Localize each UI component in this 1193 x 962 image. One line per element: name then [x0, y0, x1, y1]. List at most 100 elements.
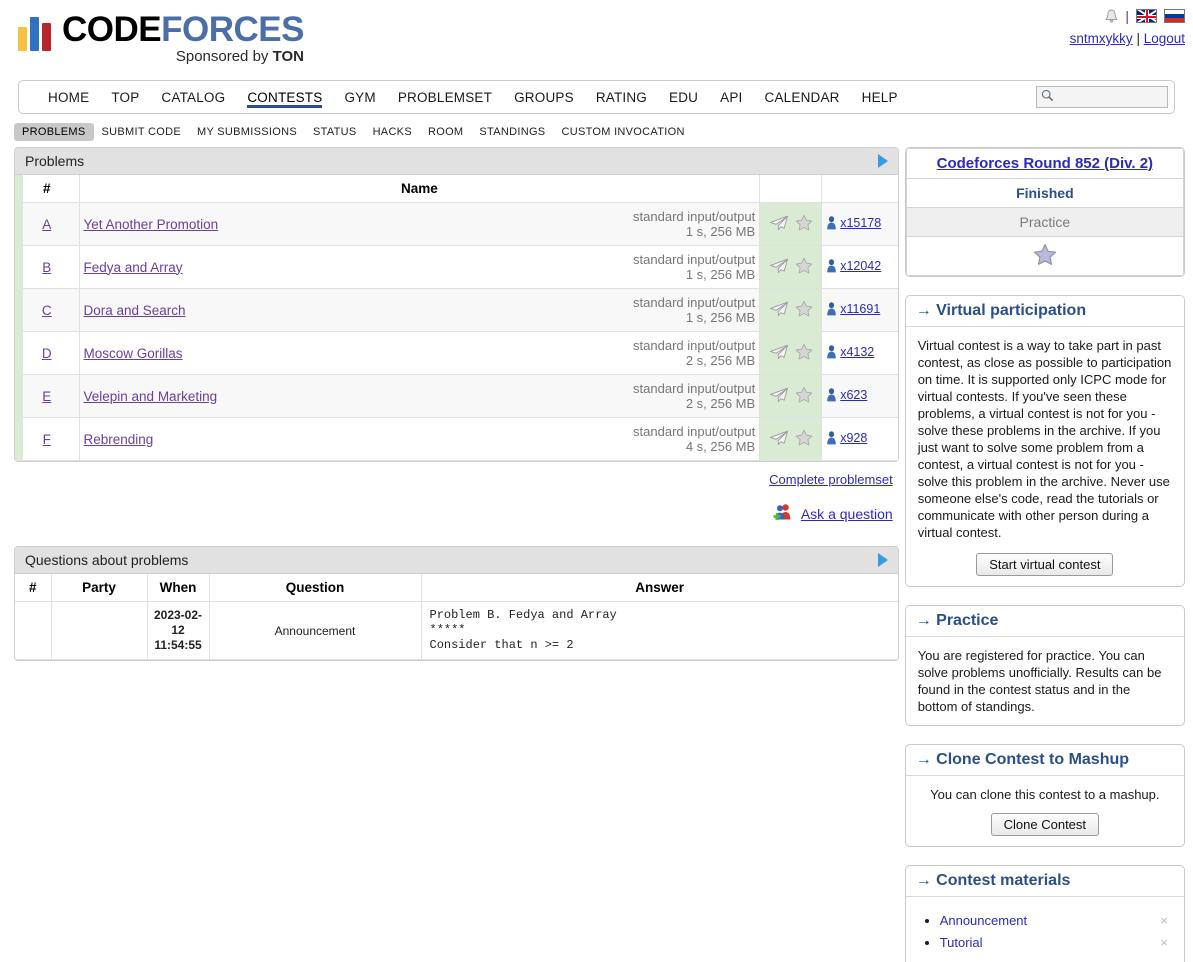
problem-row[interactable]: E Velepin and Marketing standard input/out… — [15, 374, 898, 418]
problem-index-cell[interactable]: F — [15, 417, 80, 461]
start-virtual-contest-button[interactable]: Start virtual contest — [976, 553, 1114, 576]
contest-name-link[interactable]: Codeforces Round 852 (Div. 2) — [936, 155, 1154, 172]
problem-solved-cell[interactable]: x11691 — [821, 288, 898, 332]
favourite-star-icon[interactable] — [795, 214, 813, 234]
problem-name-cell[interactable]: Rebrending — [78, 417, 630, 461]
solved-count-link[interactable]: x623 — [840, 388, 868, 403]
problem-index-cell[interactable]: C — [15, 288, 80, 332]
problem-row[interactable]: B Fedya and Array standard input/output 1 s… — [15, 245, 898, 289]
subtab-hacks[interactable]: HACKS — [372, 126, 412, 138]
nav-item-gym[interactable]: GYM — [344, 89, 376, 105]
problem-solved-cell[interactable]: x4132 — [821, 331, 898, 375]
solved-count-link[interactable]: x12042 — [840, 259, 882, 274]
problem-index-link[interactable]: F — [42, 431, 51, 447]
favourite-star-icon[interactable] — [795, 300, 813, 320]
problem-index-link[interactable]: A — [42, 216, 52, 232]
submit-paper-plane-icon[interactable] — [769, 387, 789, 406]
remove-material-icon[interactable]: × — [1160, 935, 1168, 950]
problem-index-cell[interactable]: D — [15, 331, 80, 375]
subtab-room[interactable]: ROOM — [427, 126, 464, 138]
questions-collapse-toggle-icon[interactable] — [877, 553, 888, 567]
search-box[interactable] — [1036, 86, 1168, 108]
material-link[interactable]: Tutorial — [939, 935, 983, 950]
russia-flag-icon[interactable] — [1164, 9, 1185, 23]
problem-index-link[interactable]: C — [41, 302, 52, 318]
nav-item-calendar[interactable]: CALENDAR — [764, 89, 840, 105]
complete-problemset-link[interactable]: Complete problemset — [769, 472, 893, 487]
nav-item-top[interactable]: TOP — [111, 89, 140, 105]
solved-count-link[interactable]: x4132 — [840, 345, 875, 360]
favourite-star-icon[interactable] — [795, 257, 813, 277]
submit-paper-plane-icon[interactable] — [769, 301, 789, 320]
solved-count-link[interactable]: x15178 — [840, 216, 882, 231]
problem-name-cell[interactable]: Fedya and Array — [78, 245, 630, 289]
problem-row[interactable]: F Rebrending standard input/output 4 s, 256… — [15, 417, 898, 461]
star-icon[interactable] — [1033, 244, 1057, 269]
submit-paper-plane-icon[interactable] — [769, 430, 789, 449]
remove-material-icon[interactable]: × — [1160, 913, 1168, 928]
uk-flag-icon[interactable] — [1136, 9, 1157, 23]
solved-count-link[interactable]: x928 — [840, 431, 868, 446]
nav-item-edu[interactable]: EDU — [669, 89, 699, 105]
problem-actions-cell[interactable] — [759, 374, 823, 418]
nav-item-groups[interactable]: GROUPS — [514, 89, 574, 105]
problem-name-link[interactable]: Dora and Search — [83, 302, 186, 318]
subtab-submit-code[interactable]: SUBMIT CODE — [101, 126, 182, 138]
nav-item-api[interactable]: API — [720, 89, 743, 105]
collapse-toggle-icon[interactable] — [877, 154, 888, 168]
submit-paper-plane-icon[interactable] — [769, 344, 789, 363]
nav-item-help[interactable]: HELP — [861, 89, 898, 105]
favourite-star-icon[interactable] — [795, 386, 813, 406]
nav-item-catalog[interactable]: CATALOG — [161, 89, 226, 105]
problem-name-cell[interactable]: Yet Another Promotion — [78, 202, 630, 246]
problem-name-cell[interactable]: Dora and Search — [78, 288, 630, 332]
logout-link[interactable]: Logout — [1143, 31, 1185, 46]
problem-solved-cell[interactable]: x12042 — [821, 245, 898, 289]
problem-index-link[interactable]: B — [42, 259, 52, 275]
favourite-star-icon[interactable] — [795, 343, 813, 363]
problem-row[interactable]: D Moscow Gorillas standard input/output 2 s… — [15, 331, 898, 375]
problem-index-cell[interactable]: B — [15, 245, 80, 289]
problem-actions-cell[interactable] — [759, 288, 823, 332]
problem-index-link[interactable]: D — [41, 345, 52, 361]
username-link[interactable]: sntmxykky — [1069, 31, 1133, 46]
clone-contest-button[interactable]: Clone Contest — [990, 813, 1100, 836]
problem-name-link[interactable]: Yet Another Promotion — [83, 216, 219, 232]
subtab-status[interactable]: STATUS — [313, 126, 357, 138]
submit-paper-plane-icon[interactable] — [769, 215, 789, 234]
problem-actions-cell[interactable] — [759, 202, 823, 246]
problem-name-link[interactable]: Fedya and Array — [83, 259, 183, 275]
bell-icon[interactable] — [1105, 9, 1119, 24]
problem-solved-cell[interactable]: x623 — [821, 374, 898, 418]
nav-item-home[interactable]: HOME — [48, 89, 90, 105]
problem-row[interactable]: C Dora and Search standard input/output 1 s… — [15, 288, 898, 332]
problem-index-cell[interactable]: E — [15, 374, 80, 418]
subtab-my-submissions[interactable]: MY SUBMISSIONS — [197, 126, 297, 138]
problem-index-link[interactable]: E — [42, 388, 52, 404]
submit-paper-plane-icon[interactable] — [769, 258, 789, 277]
codeforces-logo[interactable]: CODEFORCES Sponsored by TON — [18, 12, 304, 64]
problem-name-link[interactable]: Velepin and Marketing — [83, 388, 218, 404]
problem-name-cell[interactable]: Velepin and Marketing — [78, 374, 630, 418]
problem-row[interactable]: A Yet Another Promotion standard input/out… — [15, 202, 898, 246]
problem-name-link[interactable]: Rebrending — [83, 431, 154, 447]
problem-name-cell[interactable]: Moscow Gorillas — [78, 331, 630, 375]
problem-actions-cell[interactable] — [759, 417, 823, 461]
ask-question-link[interactable]: Ask a question — [800, 505, 893, 522]
problem-actions-cell[interactable] — [759, 331, 823, 375]
problem-solved-cell[interactable]: x15178 — [821, 202, 898, 246]
nav-item-rating[interactable]: RATING — [595, 89, 648, 105]
favourite-star-icon[interactable] — [795, 429, 813, 449]
search-input[interactable] — [1057, 89, 1167, 105]
subtab-custom-invocation[interactable]: CUSTOM INVOCATION — [561, 126, 685, 138]
contest-favourite-cell[interactable] — [905, 236, 1184, 276]
problem-solved-cell[interactable]: x928 — [821, 417, 898, 461]
subtab-standings[interactable]: STANDINGS — [479, 126, 546, 138]
material-link[interactable]: Announcement — [939, 913, 1028, 928]
nav-item-problemset[interactable]: PROBLEMSET — [397, 89, 493, 105]
solved-count-link[interactable]: x11691 — [840, 302, 881, 317]
problem-name-link[interactable]: Moscow Gorillas — [83, 345, 183, 361]
problem-index-cell[interactable]: A — [15, 202, 80, 246]
problem-actions-cell[interactable] — [759, 245, 823, 289]
nav-item-contests[interactable]: CONTESTS — [236, 81, 333, 113]
